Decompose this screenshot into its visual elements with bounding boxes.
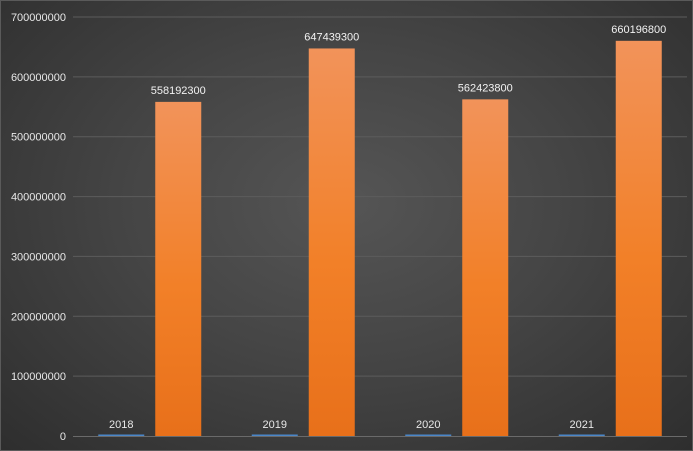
y-tick-label: 200000000 — [11, 311, 66, 323]
y-axis-ticks: 0 100000000 200000000 300000000 400000000 500… — [11, 12, 66, 443]
bars — [98, 40, 662, 437]
data-label-2021: 660196800 — [611, 24, 666, 36]
bar-series1-2018 — [98, 434, 145, 436]
category-label-2020: 2020 — [416, 419, 440, 431]
bar-series1-2020 — [405, 434, 452, 436]
y-tick-label: 100000000 — [11, 371, 66, 383]
category-label-2018: 2018 — [109, 419, 133, 431]
bar-series1-2021 — [558, 434, 605, 436]
bar-series2-2021 — [615, 40, 662, 436]
data-label-2018: 558192300 — [151, 85, 206, 97]
y-tick-label: 400000000 — [11, 192, 66, 204]
y-tick-label: 300000000 — [11, 251, 66, 263]
category-label-2019: 2019 — [263, 419, 287, 431]
data-label-2019: 647439300 — [304, 31, 359, 43]
bar-series2-2019 — [308, 48, 355, 436]
bar-series2-2020 — [462, 99, 509, 436]
y-tick-label: 0 — [60, 431, 66, 443]
data-labels: 558192300 647439300 562423800 660196800 — [151, 24, 667, 97]
category-label-2021: 2021 — [570, 419, 594, 431]
bar-series1-2019 — [251, 434, 298, 436]
data-label-2020: 562423800 — [458, 82, 513, 94]
category-labels: 2018 2019 2020 2021 — [109, 419, 594, 431]
y-tick-label: 700000000 — [11, 12, 66, 24]
bar-series2-2018 — [155, 101, 202, 437]
y-tick-label: 500000000 — [11, 132, 66, 144]
y-tick-label: 600000000 — [11, 72, 66, 84]
